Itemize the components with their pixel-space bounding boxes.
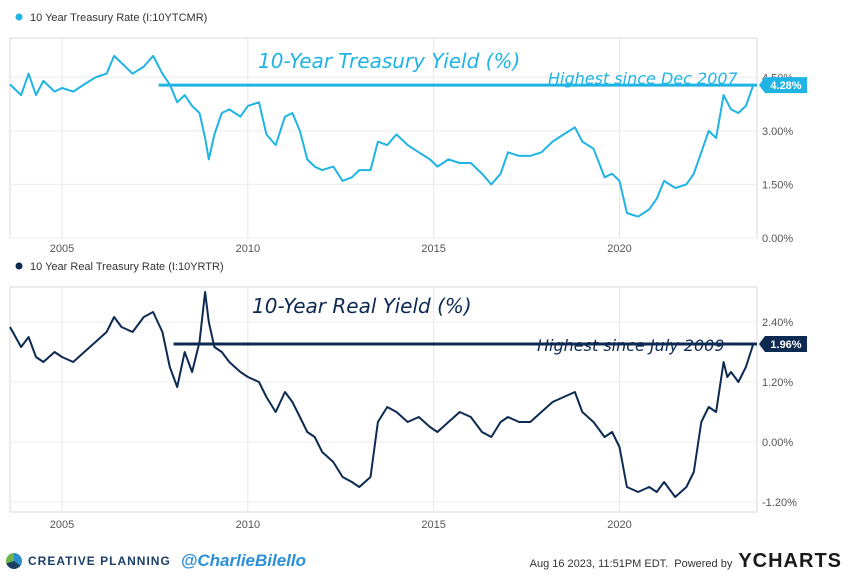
footer-right: Aug 16 2023, 11:51PM EDT. Powered by YCH… bbox=[530, 550, 842, 573]
series-line bbox=[9, 291, 755, 498]
chart-annotation: Highest since July 2009 bbox=[537, 336, 725, 355]
x-tick-label: 2010 bbox=[236, 519, 260, 531]
footer-left: CREATIVE PLANNING @CharlieBilello bbox=[6, 551, 306, 571]
y-tick-label: 0.00% bbox=[762, 233, 793, 245]
legend-marker-icon bbox=[15, 13, 23, 21]
twitter-handle: @CharlieBilello bbox=[180, 551, 307, 570]
series-line bbox=[9, 54, 755, 218]
x-tick-label: 2005 bbox=[50, 243, 74, 255]
legend-marker-icon bbox=[15, 262, 23, 270]
legend-label: 10 Year Real Treasury Rate (I:10YRTR) bbox=[30, 261, 224, 273]
timestamp: Aug 16 2023, 11:51PM EDT. bbox=[529, 558, 669, 570]
x-tick-label: 2020 bbox=[607, 519, 631, 531]
y-tick-label: 1.20% bbox=[762, 377, 793, 389]
y-tick-label: 0.00% bbox=[762, 437, 793, 449]
x-tick-label: 2015 bbox=[421, 243, 445, 255]
legend-label: 10 Year Treasury Rate (I:10YTCMR) bbox=[30, 12, 207, 24]
current-value-tag bbox=[759, 77, 807, 94]
plot-frame bbox=[9, 286, 758, 513]
left-brand-text: CREATIVE PLANNING bbox=[28, 554, 171, 568]
chart-panel-1: 10 Year Treasury Rate (I:10YTCMR) 2005 201… bbox=[9, 12, 807, 255]
y-tick-label: 1.50% bbox=[762, 179, 793, 191]
x-tick-label: 2015 bbox=[421, 519, 445, 531]
creative-planning-logo-icon bbox=[6, 553, 22, 569]
x-tick-label: 2020 bbox=[607, 243, 631, 255]
current-value-label: 1.96% bbox=[770, 339, 801, 351]
y-tick-label: 2.40% bbox=[762, 317, 793, 329]
current-value-label: 4.28% bbox=[770, 80, 801, 92]
ycharts-logo: YCHARTS bbox=[738, 550, 842, 572]
y-tick-label: 3.00% bbox=[762, 126, 793, 138]
current-value-tag bbox=[759, 336, 807, 352]
chart-annotation: Highest since Dec 2007 bbox=[548, 69, 739, 88]
chart-title: 10-Year Treasury Yield (%) bbox=[258, 49, 520, 73]
powered-by: Powered by bbox=[674, 558, 733, 570]
x-tick-label: 2005 bbox=[50, 519, 74, 531]
chart-title: 10-Year Real Yield (%) bbox=[252, 294, 472, 318]
chart-panel-2: 10 Year Real Treasury Rate (I:10YRTR) 200… bbox=[9, 261, 807, 531]
y-tick-label: -1.20% bbox=[762, 497, 797, 509]
x-tick-label: 2010 bbox=[236, 243, 260, 255]
